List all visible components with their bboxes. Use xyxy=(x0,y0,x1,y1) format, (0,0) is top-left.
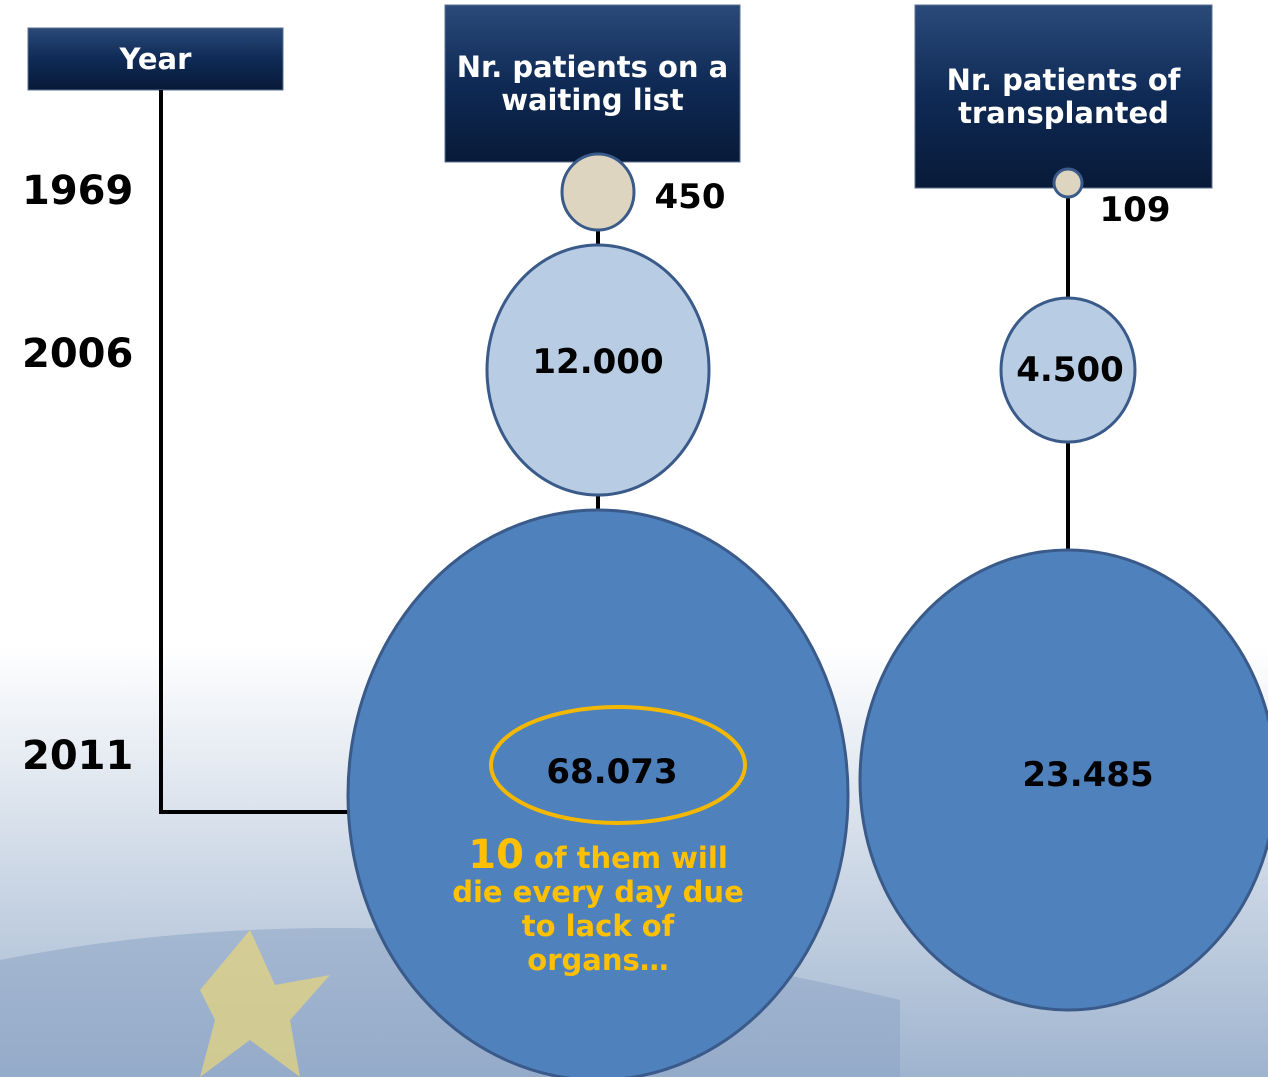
value-label: 450 xyxy=(655,177,726,217)
note: 10 of them will die every day due to lac… xyxy=(448,838,748,977)
value-label: 12.000 xyxy=(532,342,663,382)
value-label: 4.500 xyxy=(1016,350,1124,390)
bubble xyxy=(348,510,848,1077)
year-label: 2011 xyxy=(22,733,133,779)
value-label: 23.485 xyxy=(1022,755,1153,795)
slide: Year Nr. patients on a waiting list Nr. … xyxy=(0,0,1268,1077)
value-label: 68.073 xyxy=(546,752,677,792)
year-label: 2006 xyxy=(22,331,133,377)
note-highlight: 10 xyxy=(468,832,524,878)
year-label: 1969 xyxy=(22,168,133,214)
header: Year xyxy=(28,28,283,90)
value-label: 109 xyxy=(1100,190,1171,230)
header: Nr. patients of transplanted xyxy=(915,5,1212,188)
bubble xyxy=(562,154,634,230)
header: Nr. patients on a waiting list xyxy=(445,5,740,162)
